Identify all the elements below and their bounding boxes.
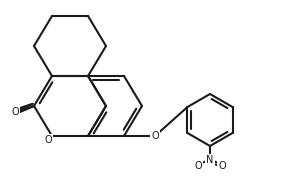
Text: N: N (206, 155, 214, 165)
Text: O: O (194, 161, 202, 171)
Text: O: O (151, 131, 159, 141)
Text: O: O (44, 135, 52, 145)
Text: O: O (11, 107, 19, 117)
Text: O: O (218, 161, 226, 171)
